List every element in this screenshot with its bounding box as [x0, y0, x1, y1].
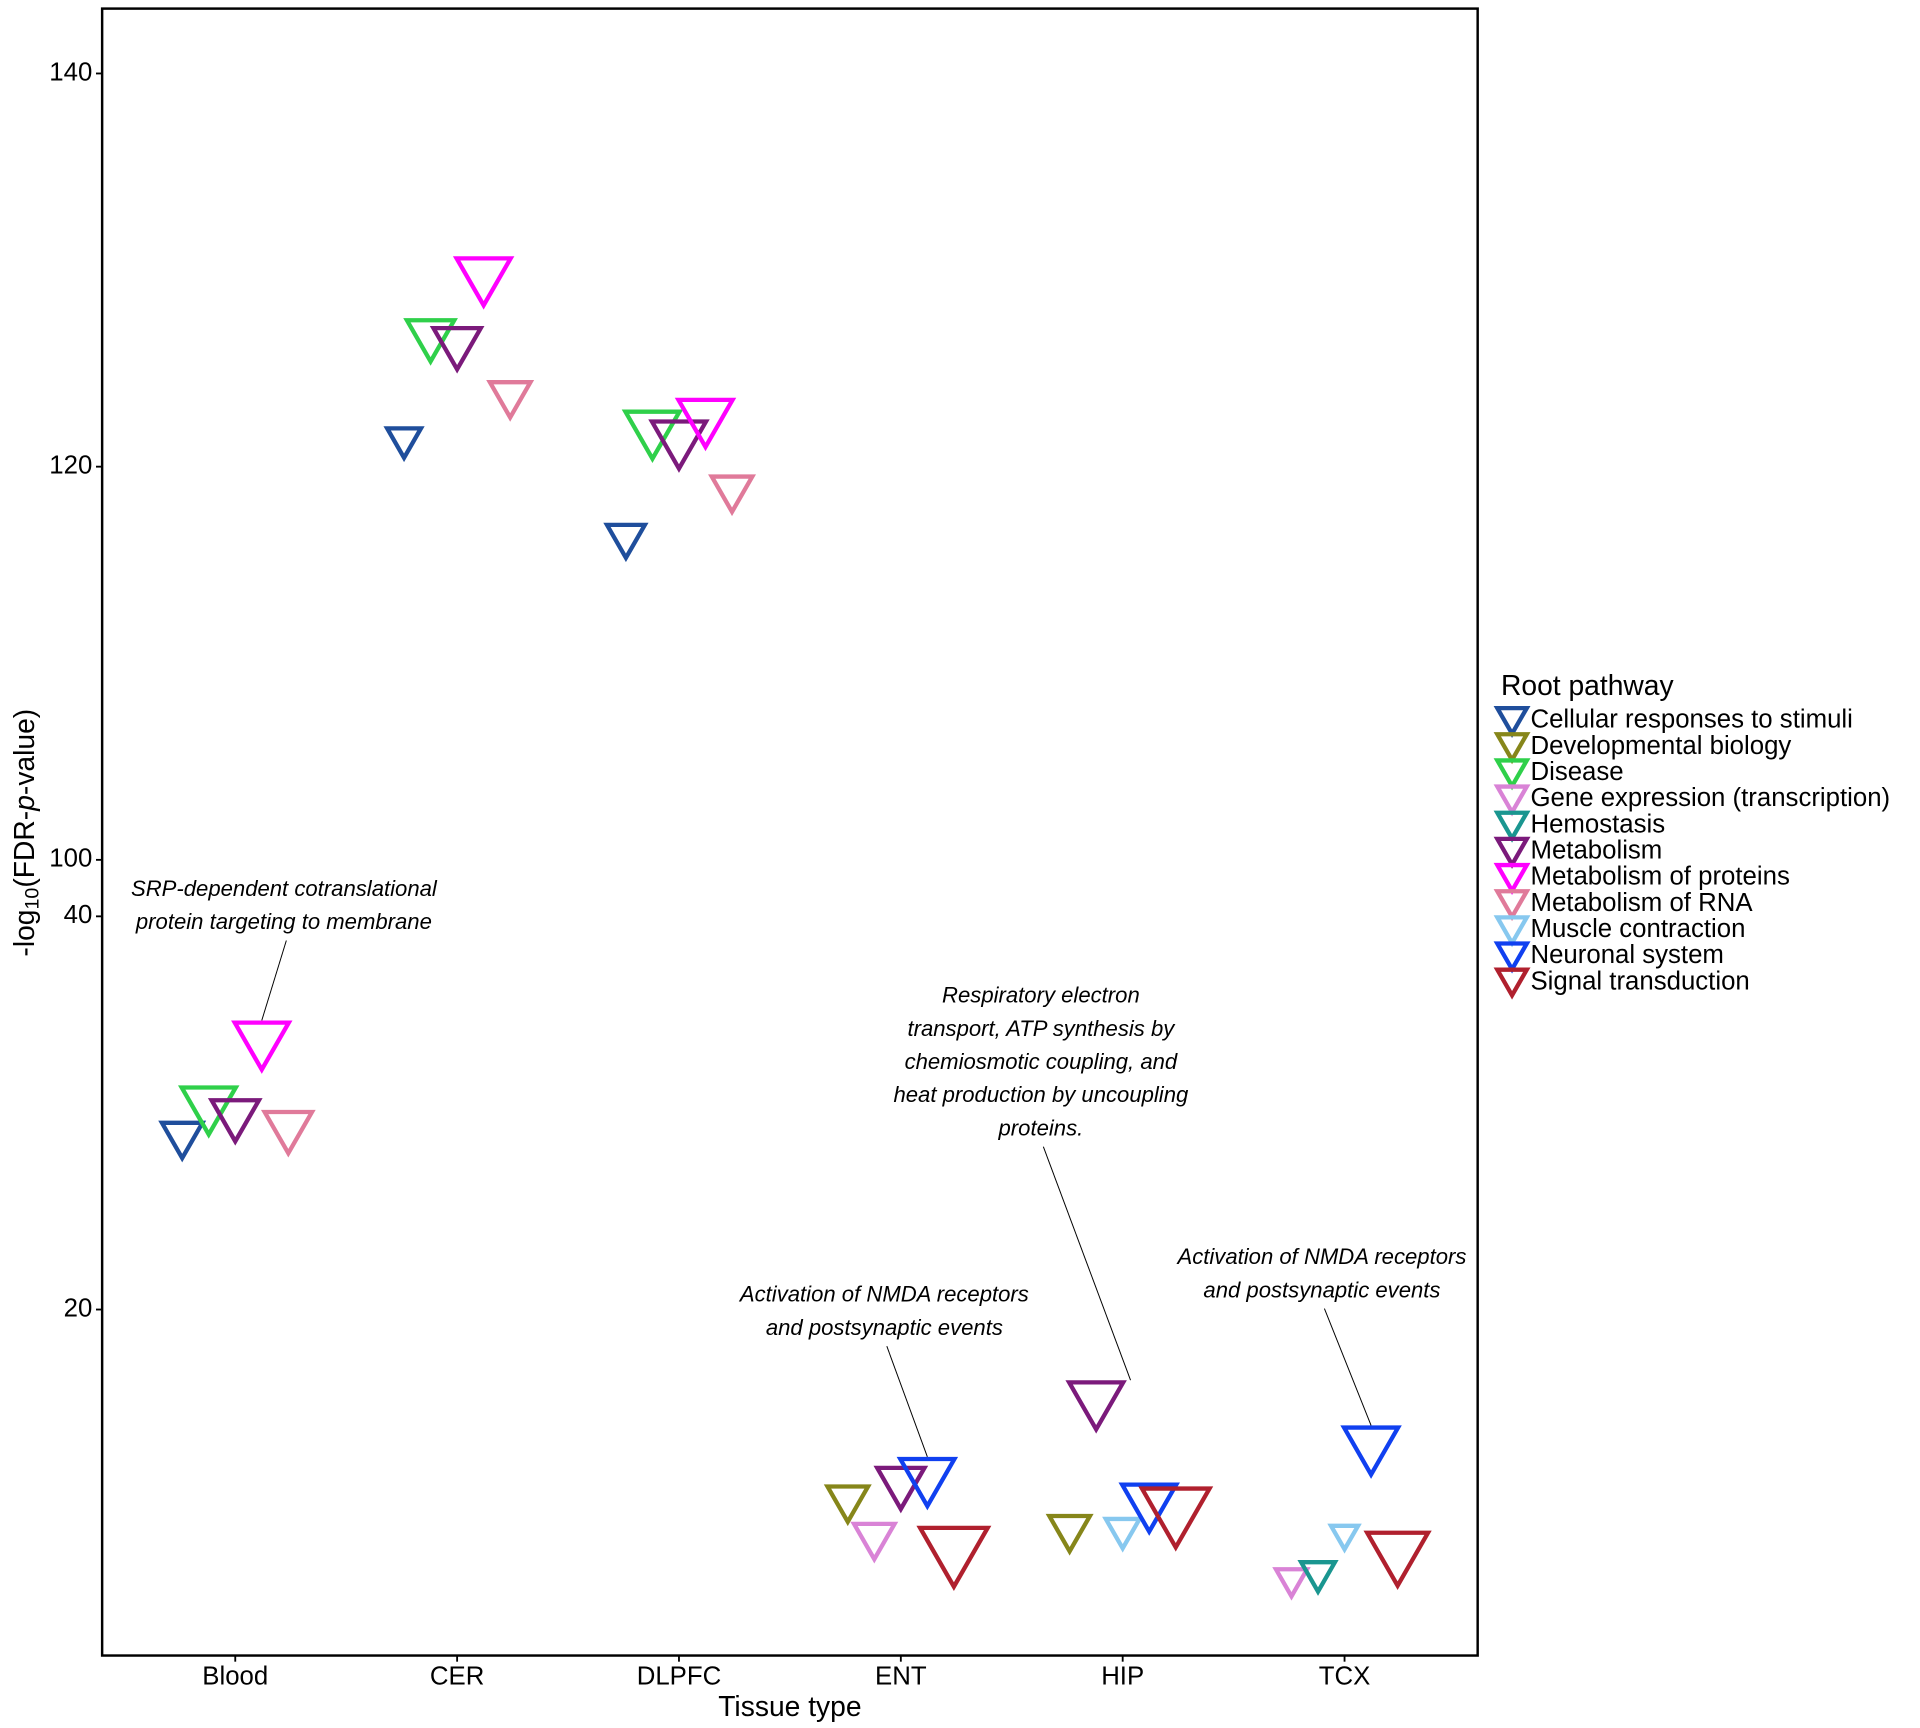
- legend-symbol: [1493, 862, 1531, 896]
- annotation: transport, ATP synthesis by: [907, 1016, 1176, 1041]
- y-tick-label: 100: [49, 845, 92, 873]
- x-tick-label: CER: [430, 1662, 484, 1690]
- x-tick-label: TCX: [1319, 1662, 1371, 1690]
- point: [1272, 1567, 1311, 1601]
- point: [260, 1109, 316, 1158]
- legend-symbol: [1493, 836, 1531, 869]
- legend-label: Signal transduction: [1530, 967, 1749, 995]
- point: [916, 1525, 992, 1591]
- point: [429, 325, 485, 374]
- legend-title: Root pathway: [1501, 669, 1675, 701]
- y-tick-label: 140: [49, 58, 92, 86]
- point: [1065, 1380, 1127, 1434]
- point: [231, 1020, 293, 1074]
- legend-symbol: [1493, 810, 1531, 843]
- point: [452, 256, 515, 310]
- point: [823, 1484, 872, 1527]
- y-tick-label: 120: [49, 451, 92, 479]
- legend-symbol: [1493, 915, 1531, 948]
- annotation: protein targeting to membrane: [135, 909, 432, 934]
- point: [1102, 1516, 1144, 1553]
- legend-label: Cellular responses to stimuli: [1530, 706, 1852, 734]
- point: [896, 1456, 959, 1511]
- legend-label: Muscle contraction: [1530, 915, 1745, 943]
- annotation: Respiratory electron: [942, 983, 1140, 1008]
- point: [850, 1521, 899, 1564]
- annotation-leader: [1042, 1146, 1132, 1381]
- x-tick-label: DLPFC: [637, 1662, 722, 1690]
- legend-symbol: [1493, 967, 1531, 1000]
- legend-label: Metabolism of RNA: [1530, 889, 1753, 917]
- point: [621, 409, 684, 464]
- point: [1045, 1513, 1094, 1556]
- annotation: proteins.: [998, 1115, 1084, 1140]
- point: [1327, 1523, 1362, 1554]
- annotation-leader: [261, 940, 287, 1021]
- plot-frame: [100, 7, 1479, 1657]
- annotation-leader: [886, 1346, 928, 1458]
- point: [158, 1120, 207, 1163]
- point: [486, 380, 535, 422]
- x-tick-label: ENT: [875, 1662, 927, 1690]
- legend-label: Disease: [1530, 758, 1623, 786]
- point: [383, 426, 425, 463]
- point: [1363, 1530, 1432, 1590]
- y-title-sub: 10: [22, 888, 44, 910]
- annotation-leader: [1323, 1308, 1372, 1426]
- point: [873, 1465, 929, 1514]
- annotation: SRP-dependent cotranslational: [131, 876, 438, 901]
- point: [1118, 1482, 1180, 1536]
- y-title-part: -value): [9, 709, 41, 795]
- legend-symbol: [1493, 889, 1531, 922]
- y-tick-label: 40: [64, 901, 93, 929]
- y-title-part: (FDR-: [9, 811, 41, 888]
- point: [1297, 1560, 1339, 1596]
- legend-symbol: [1493, 784, 1531, 817]
- annotation: Activation of NMDA receptors: [738, 1282, 1029, 1307]
- point: [207, 1098, 263, 1146]
- annotation: and postsynaptic events: [1203, 1277, 1440, 1302]
- point: [603, 522, 649, 563]
- point: [1138, 1486, 1214, 1552]
- legend-label: Metabolism of proteins: [1530, 863, 1789, 891]
- annotation: Activation of NMDA receptors: [1175, 1244, 1466, 1269]
- annotation: chemiosmotic coupling, and: [905, 1049, 1178, 1074]
- y-title-part: -log: [9, 909, 41, 956]
- legend-symbol: [1493, 732, 1531, 765]
- annotation: heat production by uncoupling: [893, 1082, 1189, 1107]
- legend-symbol: [1493, 705, 1531, 739]
- point: [1340, 1425, 1402, 1479]
- legend-symbol: [1493, 941, 1531, 974]
- x-axis-title: Tissue type: [718, 1690, 861, 1722]
- point: [674, 397, 737, 452]
- legend-label: Gene expression (transcription): [1530, 784, 1890, 812]
- x-tick-label: Blood: [202, 1662, 268, 1690]
- y-tick-label: 20: [64, 1294, 93, 1322]
- legend-label: Neuronal system: [1530, 941, 1723, 969]
- point: [648, 419, 710, 473]
- annotation: and postsynaptic events: [766, 1315, 1003, 1340]
- x-tick-label: HIP: [1101, 1662, 1144, 1690]
- y-axis-title: -log10(FDR-p-value): [9, 709, 44, 957]
- point: [708, 474, 757, 517]
- y-title-part: p: [9, 795, 41, 812]
- legend-symbol: [1493, 758, 1531, 791]
- legend-label: Hemostasis: [1530, 810, 1665, 838]
- point: [177, 1085, 240, 1139]
- legend-label: Metabolism: [1530, 837, 1662, 865]
- legend-label: Developmental biology: [1530, 732, 1791, 760]
